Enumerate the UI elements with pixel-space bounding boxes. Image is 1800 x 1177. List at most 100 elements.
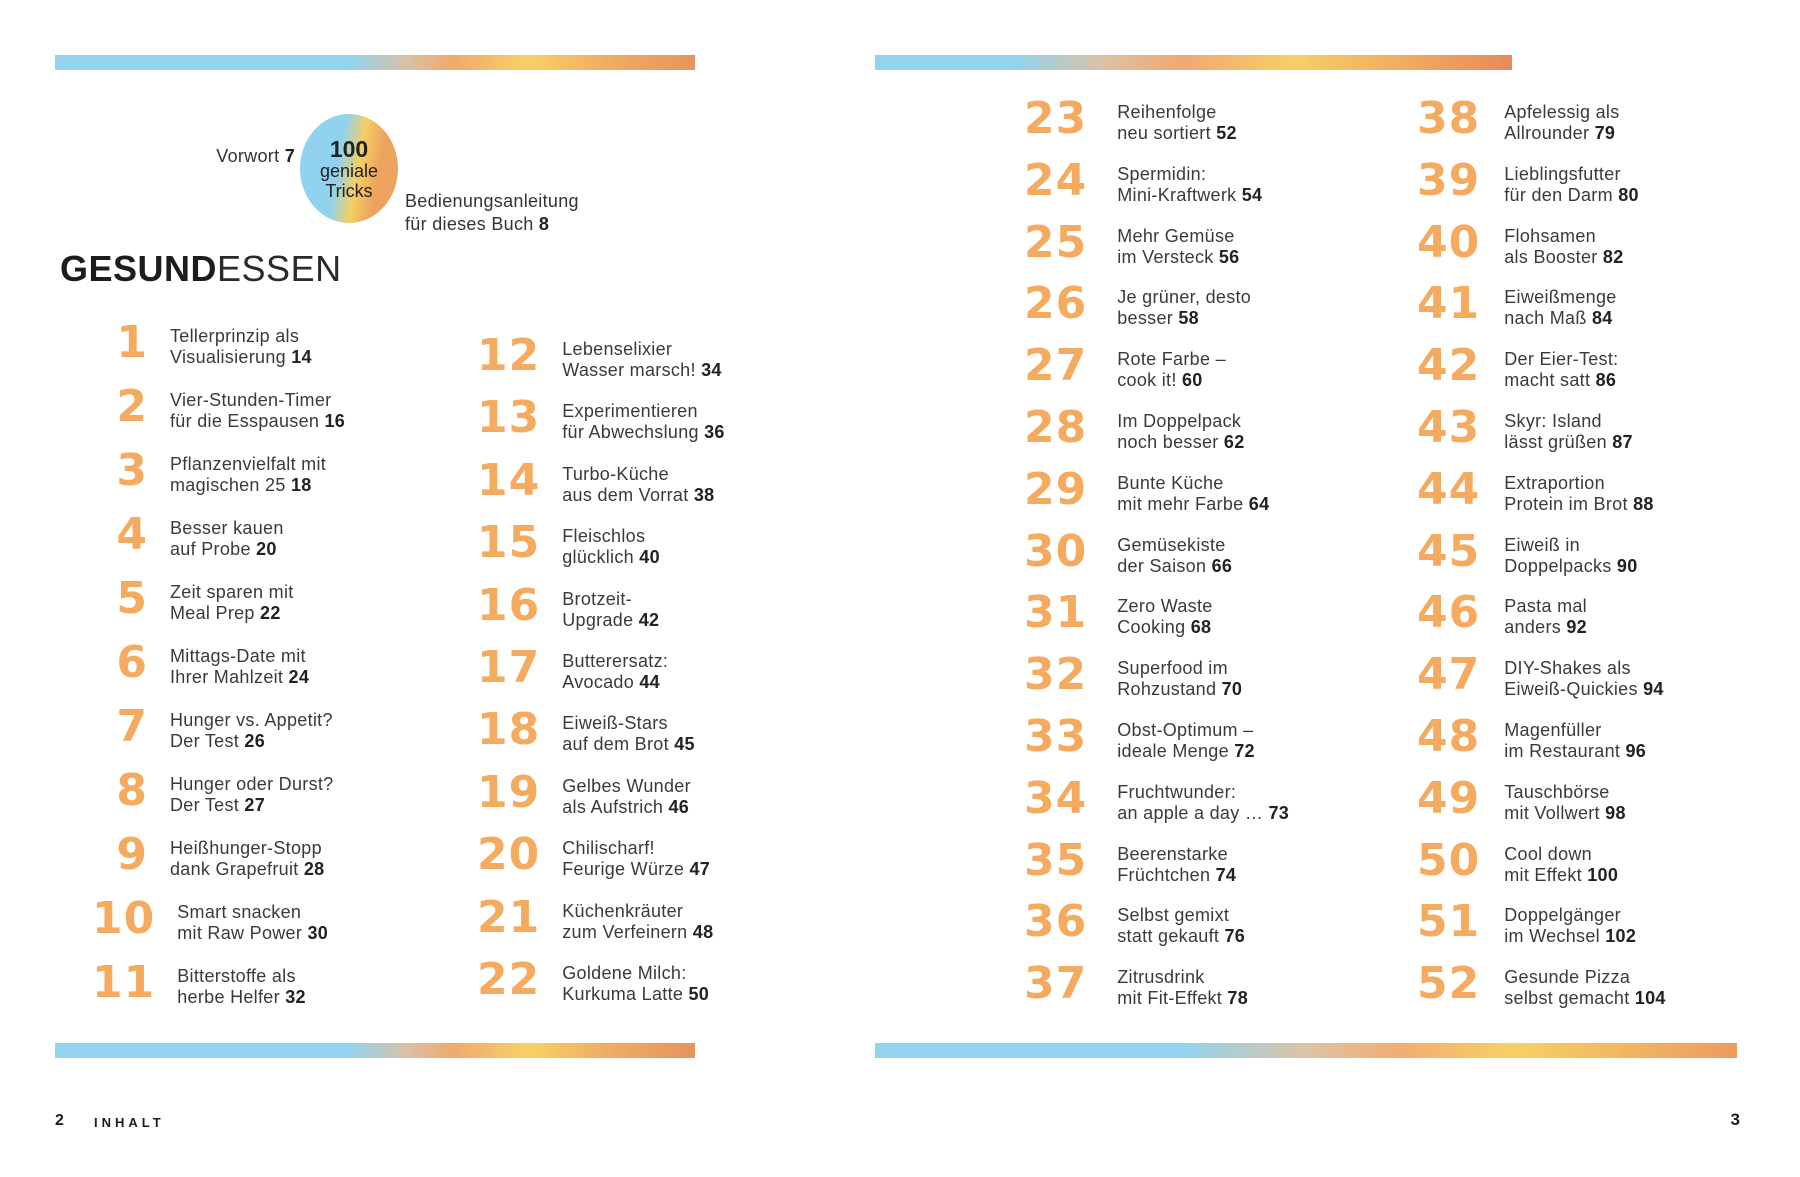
toc-entry-number: 26 [1024, 278, 1088, 330]
toc-entry-number: 47 [1417, 649, 1481, 701]
toc-entry-page: 66 [1211, 555, 1233, 576]
toc-entry-page: 68 [1190, 617, 1212, 638]
badge-count: 100 [329, 135, 369, 162]
toc-entry: 5 Zeit sparen mit Meal Prep 22 [92, 577, 392, 624]
toc-entry-title: Beerenstarke Früchtchen 74 [1117, 843, 1237, 885]
toc-entry-title: Vier-Stunden-Timer für die Esspausen 16 [170, 390, 346, 431]
toc-entry: 10 Smart snacken mit Raw Power 30 [92, 897, 392, 944]
toc-entry: 23 Reihenfolge neu sortiert 52 [1024, 97, 1324, 144]
toc-entry-number: 43 [1417, 401, 1481, 453]
toc-entry-page: 80 [1618, 184, 1639, 205]
toc-entry: 38 Apfelessig als Allrounder 79 [1417, 97, 1717, 144]
toc-entry: 35 Beerenstarke Früchtchen 74 [1024, 838, 1324, 886]
toc-entry: 20 Chilischarf! Feurige Würze 47 [477, 833, 777, 880]
toc-entry-title: Pasta mal anders 92 [1504, 596, 1587, 638]
section-title-light: ESSEN [217, 248, 342, 289]
toc-entry-page: 58 [1178, 308, 1199, 329]
toc-entry-number: 44 [1417, 463, 1481, 515]
left-page-number: 2 [55, 1112, 64, 1129]
toc-entry-title: Extraportion Protein im Brot 88 [1504, 472, 1654, 514]
gradient-bar-top-left [55, 55, 695, 70]
toc-entry-number: 34 [1024, 772, 1088, 824]
toc-entry-title: Reihenfolge neu sortiert 52 [1117, 102, 1237, 143]
toc-entry-page: 34 [701, 360, 722, 380]
manual-line-2: für dieses Buch [405, 214, 534, 234]
toc-entry: 3 Pflanzenvielfalt mit magischen 25 18 [92, 449, 392, 496]
toc-entry-page: 47 [689, 859, 711, 880]
toc-entry-page: 74 [1215, 864, 1237, 885]
toc-column-3: 23 Reihenfolge neu sortiert 52 24 Spermidin:… [1024, 97, 1324, 1029]
toc-entry-title: Zero Waste Cooking 68 [1117, 596, 1213, 638]
toc-entry-page: 90 [1616, 555, 1638, 576]
toc-entry-title: DIY-Shakes als Eiweiß-Quickies 94 [1504, 658, 1664, 700]
toc-entry-title: Apfelessig als Allrounder 79 [1504, 102, 1620, 143]
toc-entry-title: Zeit sparen mit Meal Prep 22 [170, 582, 294, 623]
toc-entry-number: 27 [1024, 340, 1088, 392]
toc-entry-number: 10 [92, 893, 156, 944]
toc-entry-title: Je grüner, desto besser 58 [1117, 287, 1252, 329]
toc-entry: 21 Küchenkräuter zum Verfeinern 48 [477, 895, 777, 943]
toc-entry-title: Eiweiß in Doppelpacks 90 [1504, 534, 1638, 576]
toc-entry-page: 27 [244, 795, 266, 815]
toc-entry-page: 40 [639, 547, 660, 568]
toc-entry-number: 16 [477, 579, 541, 631]
toc-entry-page: 36 [704, 422, 725, 443]
toc-entry-page: 79 [1594, 123, 1616, 143]
toc-entry: 39 Lieblingsfutter für den Darm 80 [1417, 158, 1717, 206]
toc-entry: 15 Fleischlos glücklich 40 [477, 521, 777, 568]
toc-entry-title: Bitterstoffe als herbe Helfer 32 [177, 966, 306, 1007]
toc-entry-page: 96 [1625, 740, 1647, 761]
toc-entry-page: 78 [1227, 988, 1249, 1009]
toc-entry: 43 Skyr: Island lässt grüßen 87 [1417, 405, 1717, 453]
toc-entry: 8 Hunger oder Durst? Der Test 27 [92, 769, 392, 816]
toc-entry-page: 88 [1633, 493, 1654, 514]
badge-word-1: geniale [319, 160, 379, 181]
toc-entry: 27 Rote Farbe – cook it! 60 [1024, 344, 1324, 391]
toc-entry-page: 86 [1595, 370, 1617, 391]
toc-entry-number: 9 [116, 829, 148, 880]
toc-entry: 18 Eiweiß-Stars auf dem Brot 45 [477, 708, 777, 755]
toc-entry-title: Experimentieren für Abwechslung 36 [562, 401, 725, 443]
toc-entry: 42 Der Eier-Test: macht satt 86 [1417, 344, 1717, 391]
toc-entry-number: 30 [1024, 525, 1088, 577]
toc-entry: 11 Bitterstoffe als herbe Helfer 32 [92, 961, 392, 1008]
section-title-bold: GESUND [60, 248, 218, 289]
toc-entry-page: 18 [290, 475, 312, 495]
toc-entry: 50 Cool down mit Effekt 100 [1417, 838, 1717, 886]
toc-entry-title: Bunte Küche mit mehr Farbe 64 [1117, 472, 1270, 514]
toc-entry-page: 102 [1605, 926, 1637, 947]
toc-entry: 52 Gesunde Pizza selbst gemacht 104 [1417, 962, 1717, 1009]
toc-entry-page: 98 [1605, 802, 1626, 823]
toc-entry-page: 62 [1223, 431, 1245, 452]
toc-entry-title: Cool down mit Effekt 100 [1504, 843, 1619, 885]
toc-entry-page: 73 [1268, 802, 1290, 823]
toc-entry-page: 50 [688, 983, 710, 1004]
vorwort-entry: Vorwort 7 [120, 146, 295, 167]
toc-entry: 51 Doppelgänger im Wechsel 102 [1417, 900, 1717, 947]
toc-entry-number: 31 [1024, 587, 1088, 639]
toc-entry: 41 Eiweißmenge nach Maß 84 [1417, 282, 1717, 329]
toc-entry-title: Gemüsekiste der Saison 66 [1117, 534, 1233, 576]
toc-entry-title: Rote Farbe – cook it! 60 [1117, 349, 1226, 391]
toc-entry-page: 22 [260, 603, 281, 623]
toc-entry-number: 13 [477, 392, 541, 444]
toc-entry-page: 64 [1248, 493, 1270, 514]
toc-entry-title: Küchenkräuter zum Verfeinern 48 [562, 900, 714, 942]
toc-entry: 40 Flohsamen als Booster 82 [1417, 220, 1717, 268]
toc-entry-page: 104 [1634, 988, 1666, 1009]
toc-entry-title: Hunger oder Durst? Der Test 27 [170, 774, 334, 815]
toc-entry-page: 60 [1181, 370, 1203, 391]
toc-entry: 12 Lebenselixier Wasser marsch! 34 [477, 334, 777, 381]
tricks-badge: 100 geniale Tricks [300, 114, 398, 223]
toc-entry: 13 Experimentieren für Abwechslung 36 [477, 396, 777, 443]
toc-entry-title: Tellerprinzip als Visualisierung 14 [170, 326, 312, 367]
toc-entry: 34 Fruchtwunder: an apple a day … 73 [1024, 776, 1324, 824]
toc-entry-page: 100 [1587, 864, 1619, 885]
toc-entry-title: Lebenselixier Wasser marsch! 34 [562, 339, 722, 380]
toc-entry-page: 54 [1241, 184, 1263, 205]
toc-entry-title: Smart snacken mit Raw Power 30 [177, 902, 329, 943]
toc-entry: 4 Besser kauen auf Probe 20 [92, 513, 392, 560]
vorwort-label: Vorwort [216, 146, 280, 166]
toc-entry-number: 2 [116, 381, 148, 432]
toc-entry: 33 Obst-Optimum – ideale Menge 72 [1024, 714, 1324, 762]
